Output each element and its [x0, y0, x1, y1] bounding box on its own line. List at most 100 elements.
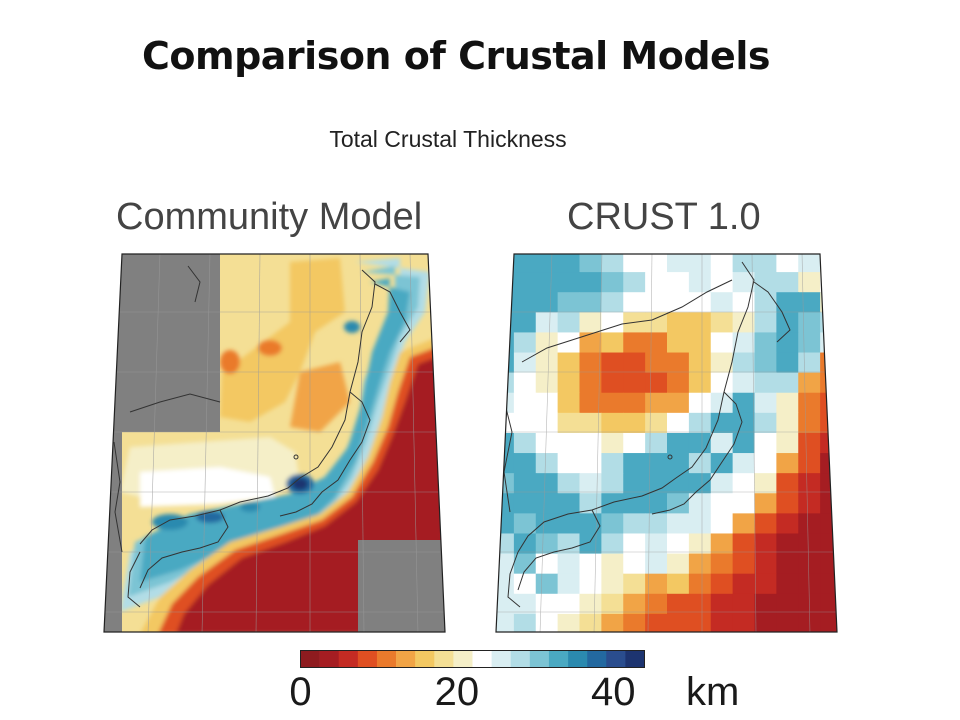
crust-cell [601, 613, 624, 632]
crust-cell [798, 352, 821, 374]
crust-cell [496, 573, 515, 595]
crust-cell [623, 432, 646, 454]
crust1-title: CRUST 1.0 [567, 196, 761, 238]
crust-cell [557, 473, 581, 494]
crust-cell [732, 453, 756, 474]
map-frame [103, 253, 446, 633]
colorbar-segment [606, 650, 626, 668]
crust-cell [601, 493, 624, 514]
crust-cell [496, 392, 515, 414]
crust-cell [688, 473, 712, 494]
crust-cell [754, 533, 777, 555]
crust-cell [535, 613, 559, 632]
colorbar-segment [376, 650, 397, 668]
graticule [104, 254, 445, 632]
crust-cell [688, 292, 712, 313]
crust-cell [732, 254, 756, 273]
crust-cell [601, 372, 624, 394]
crust-cell [623, 473, 646, 494]
crust-cell [754, 473, 777, 494]
crust-cell [667, 453, 690, 474]
crust-cell [710, 493, 734, 514]
crust-cell [623, 593, 646, 615]
crust-cell [667, 332, 690, 354]
crust-cell [645, 392, 668, 414]
crust-cell [754, 392, 777, 414]
crust-cell [667, 613, 690, 632]
crust-cell [710, 412, 734, 434]
crust-cell [623, 254, 646, 273]
crust-cell [688, 593, 712, 615]
crust-cell [688, 272, 712, 293]
colorbar-segment [587, 650, 607, 668]
colorbar-segment [434, 650, 454, 668]
crust-cell [579, 432, 602, 454]
colorbar-segment [510, 650, 531, 668]
crust-cell [645, 352, 668, 374]
crust-cell [732, 272, 756, 293]
crust-cell [535, 513, 559, 535]
crust-cell [535, 412, 559, 434]
crust-cell [623, 352, 646, 374]
crust-cell [513, 332, 537, 354]
crust-cell [688, 493, 712, 514]
crust-cell [601, 272, 624, 293]
crust-cell [798, 513, 821, 535]
crust-cell [820, 352, 837, 374]
slide-title: Comparison of Crustal Models [142, 34, 770, 78]
crust-cell [513, 372, 537, 394]
crust-cell [513, 272, 537, 293]
crust-cell [557, 553, 581, 575]
crust-cell [688, 332, 712, 354]
crust-cell [601, 352, 624, 374]
colorbar-segment [472, 650, 492, 668]
crust-cell [710, 332, 734, 354]
crust-cell [776, 312, 799, 334]
crust-cell [623, 513, 646, 535]
crust-cell [776, 493, 799, 514]
crust-cell [798, 453, 821, 474]
crust-cell [798, 392, 821, 414]
crust-cell [798, 493, 821, 514]
crust-cell [496, 513, 515, 535]
crust-cell [667, 432, 690, 454]
crust-cell [535, 533, 559, 555]
crust-cell [798, 533, 821, 555]
crust-cell [623, 332, 646, 354]
crust-cell [688, 254, 712, 273]
crust-cell [535, 312, 559, 334]
crust-cell [645, 332, 668, 354]
crust-cell [535, 254, 559, 273]
crust-cell [820, 573, 837, 595]
crust-cell [623, 372, 646, 394]
crust-cell [667, 352, 690, 374]
crust-cell [623, 412, 646, 434]
crust-cell [732, 332, 756, 354]
crust-cell [535, 573, 559, 595]
crust-cell [496, 272, 515, 293]
colorbar-segment [453, 650, 473, 668]
crust-cell [601, 473, 624, 494]
crust-cell [513, 573, 537, 595]
crust-cell [710, 292, 734, 313]
crust-cell [754, 432, 777, 454]
crust-cell [776, 292, 799, 313]
crust-cell [535, 292, 559, 313]
crust-cell [776, 372, 799, 394]
crust-cell [557, 432, 581, 454]
crust-cell [557, 332, 581, 354]
crust-cell [732, 553, 756, 575]
crust-cell [557, 254, 581, 273]
crust-cell [557, 613, 581, 632]
crust-cell [557, 573, 581, 595]
crust-cell [513, 493, 537, 514]
crust-cell [579, 593, 602, 615]
crust-cell [798, 254, 821, 273]
crust-cell [798, 473, 821, 494]
crust-cell [601, 573, 624, 595]
crust-cell [513, 593, 537, 615]
crust-cell [513, 312, 537, 334]
crust-cell [776, 573, 799, 595]
crust-cell [798, 553, 821, 575]
crust-cell [645, 533, 668, 555]
